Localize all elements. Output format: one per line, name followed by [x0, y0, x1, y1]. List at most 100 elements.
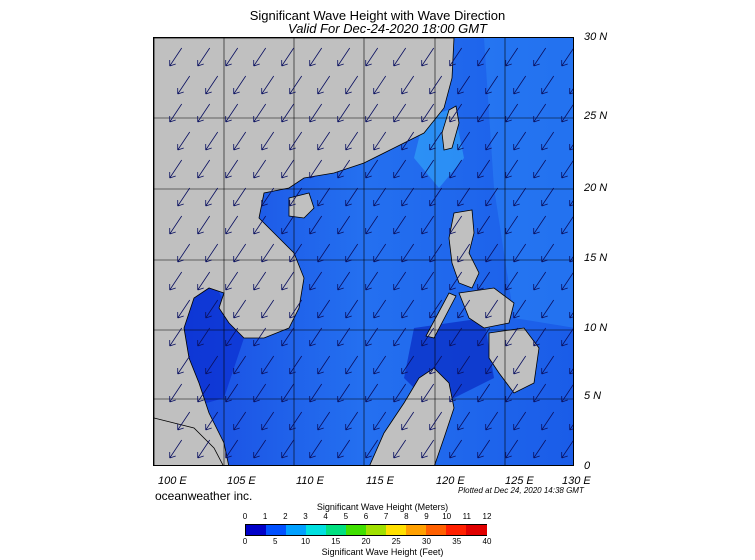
wave-arrow — [309, 103, 323, 123]
colorbar-segment — [325, 525, 347, 535]
wave-arrow — [393, 439, 407, 459]
wave-arrow — [505, 215, 519, 235]
colorbar-meter-tick: 11 — [462, 512, 471, 521]
wave-arrow — [169, 383, 183, 403]
wave-arrow — [309, 383, 323, 403]
wave-arrow — [345, 131, 359, 151]
wave-arrow — [533, 103, 547, 123]
wave-arrow — [421, 103, 435, 123]
wave-arrow — [289, 299, 303, 319]
wave-arrow — [373, 411, 387, 431]
wave-arrow — [197, 327, 211, 347]
wave-arrow — [225, 159, 239, 179]
wave-arrow — [373, 131, 387, 151]
wave-arrow — [421, 327, 435, 347]
wave-arrow — [309, 47, 323, 67]
wave-arrow — [177, 299, 191, 319]
wave-arrow — [513, 355, 527, 375]
wave-arrow — [365, 383, 379, 403]
lon-label-110e: 110 E — [296, 475, 324, 487]
wave-arrow — [177, 131, 191, 151]
wave-arrow — [281, 47, 295, 67]
wave-arrow — [289, 187, 303, 207]
wave-arrow — [393, 215, 407, 235]
wave-arrow — [337, 103, 351, 123]
wave-arrow — [177, 187, 191, 207]
wave-arrow — [569, 256, 573, 263]
lat-label-20n: 20 N — [584, 182, 608, 194]
lat-label-30n: 30 N — [584, 31, 608, 43]
wave-arrow — [393, 159, 407, 179]
colorbar-meter-tick: 5 — [343, 512, 349, 521]
chart-subtitle: Valid For Dec-24-2020 18:00 GMT — [288, 21, 487, 36]
wave-arrow — [513, 131, 527, 151]
colorbar-meter-tick: 1 — [262, 512, 268, 521]
wave-arrow — [533, 271, 547, 291]
wave-arrow — [541, 75, 555, 95]
wave-arrow — [169, 215, 183, 235]
wave-arrow — [281, 215, 295, 235]
wave-arrow — [569, 144, 573, 151]
wave-arrow — [309, 439, 323, 459]
colorbar-feet-tick: 35 — [452, 537, 462, 546]
wave-arrow — [373, 187, 387, 207]
lat-label-15n: 15 N — [584, 252, 608, 264]
wave-arrow — [393, 47, 407, 67]
wave-arrow — [225, 271, 239, 291]
wave-arrow — [561, 48, 573, 67]
wave-arrow — [289, 75, 303, 95]
wave-arrow — [261, 355, 275, 375]
wave-arrow — [197, 215, 211, 235]
wave-arrow — [401, 299, 415, 319]
wave-arrow — [505, 383, 519, 403]
wave-arrow — [289, 411, 303, 431]
wave-arrow — [533, 383, 547, 403]
wave-arrow — [421, 215, 435, 235]
wave-arrow — [477, 327, 491, 347]
colorbar — [245, 524, 487, 536]
colorbar-feet-tick: 15 — [331, 537, 341, 546]
lat-label-0: 0 — [584, 460, 591, 472]
wave-arrow — [281, 159, 295, 179]
wave-arrow — [449, 327, 463, 347]
wave-arrow — [505, 327, 519, 347]
wave-arrow — [533, 327, 547, 347]
lat-label-5n: 5 N — [584, 390, 602, 402]
wave-arrow — [225, 439, 239, 459]
colorbar-meter-tick: 4 — [323, 512, 328, 521]
wave-arrow — [281, 383, 295, 403]
wave-arrow — [177, 355, 191, 375]
wave-arrow — [541, 355, 555, 375]
wave-arrow — [485, 131, 499, 151]
wave-arrow — [513, 299, 527, 319]
chart-title: Significant Wave Height with Wave Direct… — [249, 8, 506, 23]
wave-arrow — [169, 47, 183, 67]
wave-arrow — [569, 312, 573, 319]
wave-arrow — [261, 411, 275, 431]
wave-arrow — [477, 383, 491, 403]
plotted-timestamp: Plotted at Dec 24, 2020 14:38 GMT — [458, 486, 584, 495]
land-palawan — [425, 292, 457, 339]
wave-arrow — [401, 187, 415, 207]
wave-arrow — [317, 355, 331, 375]
wave-arrow — [337, 159, 351, 179]
colorbar-meter-tick: 10 — [442, 512, 452, 521]
wave-arrow — [177, 411, 191, 431]
wave-arrow — [225, 47, 239, 67]
wave-arrow — [505, 159, 519, 179]
wave-arrow — [505, 103, 519, 123]
wave-arrow — [429, 187, 443, 207]
wave-arrow — [485, 243, 499, 263]
wave-arrow — [309, 271, 323, 291]
wave-arrow — [449, 383, 463, 403]
wave-arrow — [205, 75, 219, 95]
wave-arrow — [477, 215, 491, 235]
colorbar-feet-tick: 30 — [422, 537, 431, 546]
wave-arrow — [253, 439, 267, 459]
wave-arrow — [197, 47, 211, 67]
colorbar-segment — [265, 525, 287, 535]
wave-arrow — [317, 411, 331, 431]
wave-arrow — [317, 131, 331, 151]
wave-arrow — [253, 47, 267, 67]
wave-arrow — [261, 299, 275, 319]
